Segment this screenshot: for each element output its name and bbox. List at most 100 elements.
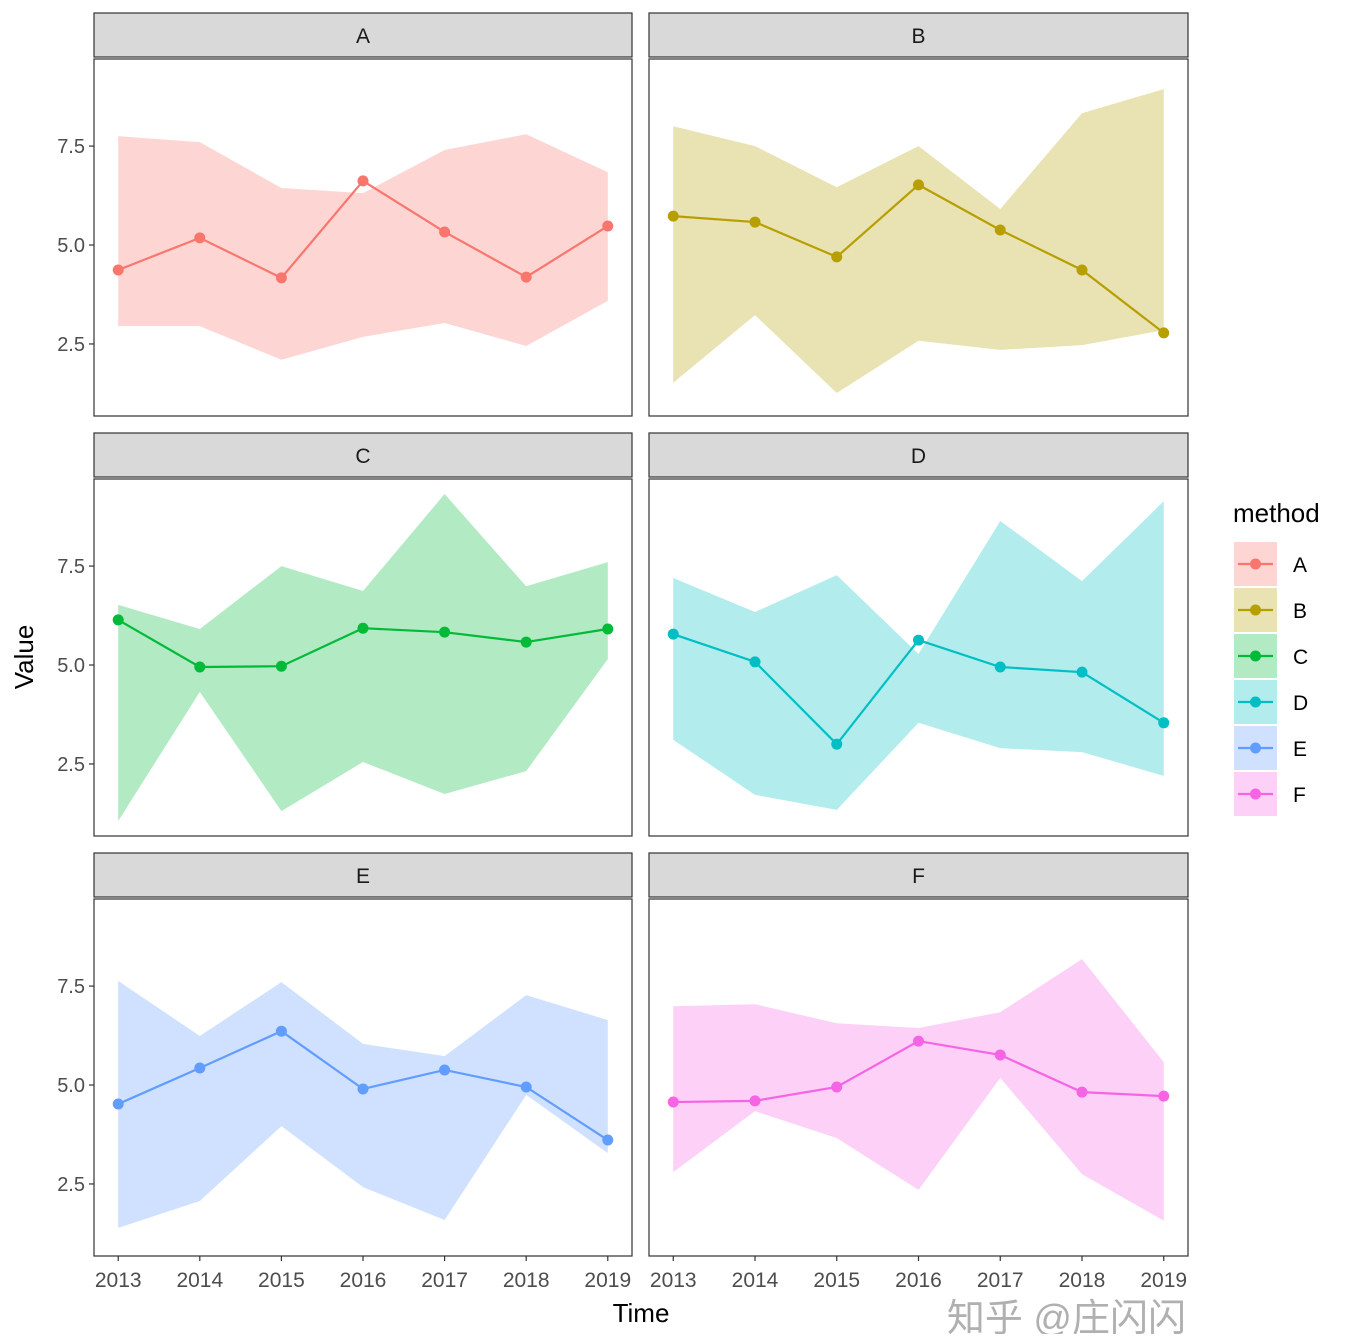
facet-strip bbox=[648, 852, 1189, 898]
data-point-E-2015 bbox=[275, 1025, 287, 1037]
legend-item-A: A bbox=[1234, 542, 1307, 586]
data-point-E-2019 bbox=[602, 1134, 614, 1146]
legend-item-F: F bbox=[1234, 772, 1306, 816]
facet-panels: A 2.5 5.0 7.5 B C 2.5 5.0 7.5 D E 2.5 5.0 7.5 2013 2014… bbox=[57, 12, 1189, 1292]
x-tick-label: 2016 bbox=[895, 1269, 942, 1292]
x-tick-label: 2014 bbox=[176, 1269, 223, 1292]
facet-panel-E: E 2.5 5.0 7.5 2013 2014 2015 2016 2017 2018 2019 bbox=[57, 852, 633, 1292]
facet-strip bbox=[93, 852, 633, 898]
data-point-F-2015 bbox=[831, 1081, 843, 1093]
legend-key-point bbox=[1250, 788, 1261, 800]
legend-title: method bbox=[1233, 498, 1320, 528]
ribbon-F bbox=[673, 959, 1164, 1221]
legend-item-B: B bbox=[1234, 588, 1307, 632]
facet-panel-B: B bbox=[648, 12, 1189, 417]
facet-strip-label: E bbox=[356, 865, 370, 888]
facet-strip bbox=[93, 12, 633, 58]
y-tick-label: 7.5 bbox=[57, 136, 85, 158]
data-point-F-2019 bbox=[1158, 1090, 1170, 1102]
y-tick-label: 2.5 bbox=[57, 334, 85, 356]
x-tick-label: 2017 bbox=[977, 1269, 1024, 1292]
y-tick-label: 5.0 bbox=[57, 1075, 85, 1097]
data-point-B-2015 bbox=[831, 251, 843, 263]
data-point-B-2016 bbox=[913, 179, 924, 191]
x-tick-label: 2018 bbox=[503, 1269, 550, 1292]
y-tick-label: 2.5 bbox=[57, 754, 85, 776]
legend-key-point bbox=[1250, 650, 1261, 662]
data-point-E-2017 bbox=[439, 1064, 451, 1076]
ribbon-E bbox=[118, 980, 608, 1228]
data-point-D-2014 bbox=[749, 656, 761, 668]
legend-item-D: D bbox=[1234, 680, 1308, 724]
ribbon-D bbox=[673, 501, 1164, 810]
x-tick-label: 2019 bbox=[1140, 1269, 1187, 1292]
legend-label: C bbox=[1293, 646, 1308, 669]
panel-border bbox=[648, 58, 1189, 417]
data-point-B-2017 bbox=[994, 224, 1006, 236]
legend-key-point bbox=[1250, 558, 1261, 570]
x-tick-label: 2017 bbox=[421, 1269, 468, 1292]
y-tick-label: 7.5 bbox=[57, 556, 85, 578]
legend-label: F bbox=[1293, 784, 1306, 807]
panel-border bbox=[648, 478, 1189, 837]
facet-strip-label: F bbox=[912, 865, 925, 888]
panel-border bbox=[93, 478, 633, 837]
data-point-F-2016 bbox=[913, 1035, 924, 1047]
data-point-A-2016 bbox=[357, 175, 369, 187]
data-point-A-2014 bbox=[194, 232, 206, 244]
data-point-A-2015 bbox=[275, 272, 287, 284]
data-point-D-2016 bbox=[913, 634, 924, 646]
data-point-E-2013 bbox=[112, 1098, 124, 1110]
facet-strip bbox=[648, 432, 1189, 478]
facet-strip-label: D bbox=[911, 445, 926, 468]
x-tick-label: 2014 bbox=[732, 1269, 779, 1292]
y-axis-title: Value bbox=[9, 625, 39, 690]
y-tick-label: 5.0 bbox=[57, 235, 85, 257]
x-axis-title: Time bbox=[613, 1298, 670, 1328]
legend-key-point bbox=[1250, 742, 1261, 754]
data-point-B-2019 bbox=[1158, 327, 1170, 339]
facet-strip-label: C bbox=[355, 445, 370, 468]
facet-panel-D: D bbox=[648, 432, 1189, 837]
legend-key-point bbox=[1250, 604, 1261, 616]
x-tick-label: 2018 bbox=[1059, 1269, 1106, 1292]
legend-label: B bbox=[1293, 600, 1307, 623]
facet-panel-C: C 2.5 5.0 7.5 bbox=[57, 432, 633, 837]
facet-strip bbox=[648, 12, 1189, 58]
facet-panel-A: A 2.5 5.0 7.5 bbox=[57, 12, 633, 417]
data-point-F-2017 bbox=[994, 1049, 1006, 1061]
data-point-E-2018 bbox=[520, 1081, 532, 1093]
y-tick-label: 7.5 bbox=[57, 976, 85, 998]
data-point-C-2014 bbox=[194, 661, 206, 673]
legend-key-point bbox=[1250, 696, 1261, 708]
panel-border bbox=[93, 58, 633, 417]
data-point-A-2017 bbox=[439, 226, 451, 238]
data-point-B-2014 bbox=[749, 216, 761, 228]
data-point-E-2016 bbox=[357, 1083, 369, 1095]
watermark: 知乎 @庄闪闪 bbox=[947, 1298, 1186, 1334]
data-point-C-2019 bbox=[602, 623, 614, 635]
ribbon-B bbox=[673, 89, 1164, 394]
data-point-D-2017 bbox=[994, 661, 1006, 673]
x-tick-label: 2019 bbox=[584, 1269, 631, 1292]
x-tick-label: 2013 bbox=[650, 1269, 697, 1292]
legend-item-C: C bbox=[1234, 634, 1308, 678]
data-point-F-2013 bbox=[667, 1096, 679, 1108]
data-point-B-2018 bbox=[1076, 264, 1088, 276]
data-point-C-2016 bbox=[357, 622, 369, 634]
facet-strip bbox=[93, 432, 633, 478]
x-tick-label: 2016 bbox=[340, 1269, 387, 1292]
x-tick-label: 2015 bbox=[813, 1269, 860, 1292]
data-point-E-2014 bbox=[194, 1062, 206, 1074]
x-tick-label: 2013 bbox=[95, 1269, 142, 1292]
data-point-A-2019 bbox=[602, 220, 614, 232]
y-tick-label: 2.5 bbox=[57, 1174, 85, 1196]
data-point-C-2015 bbox=[275, 660, 287, 672]
facet-strip-label: B bbox=[911, 25, 925, 48]
data-point-A-2018 bbox=[520, 271, 532, 283]
data-point-F-2014 bbox=[749, 1095, 761, 1107]
data-point-D-2013 bbox=[667, 628, 679, 640]
data-point-B-2013 bbox=[667, 210, 679, 222]
